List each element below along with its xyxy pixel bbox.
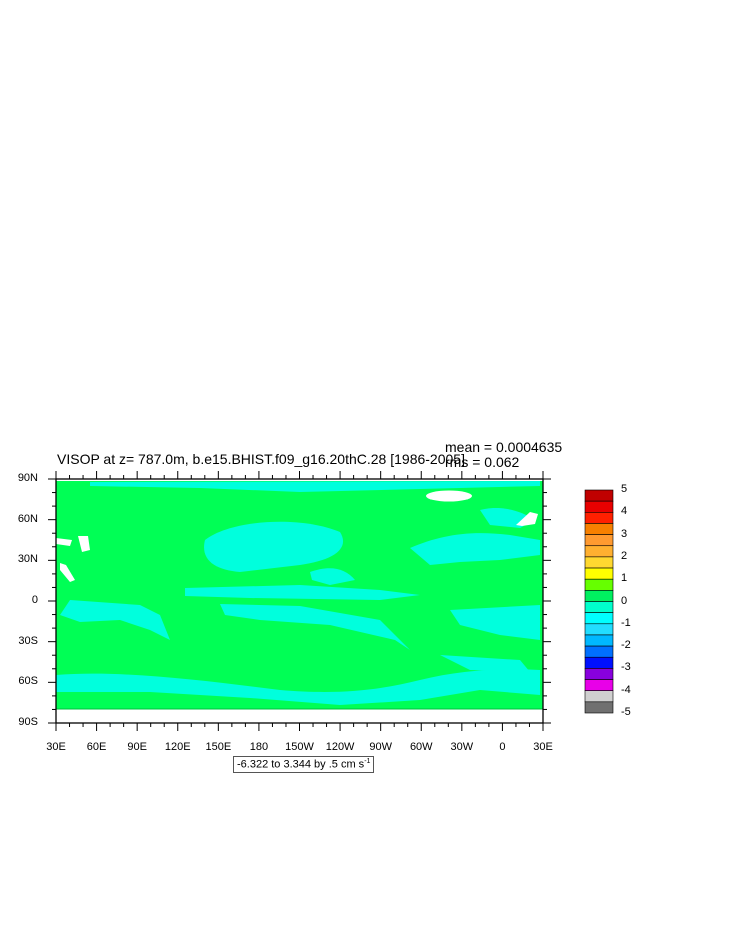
lon-label: 0 [499, 741, 506, 753]
lat-label: 30S [18, 634, 38, 647]
lat-label: 60N [17, 512, 38, 525]
lat-label: 60S [18, 675, 38, 688]
colorbar-box [584, 668, 614, 680]
colorbar-label: 3 [621, 527, 628, 540]
rms-stat: rms = 0.062 [445, 454, 520, 470]
axis-ticks [48, 471, 551, 731]
lon-label: 30E [46, 741, 66, 753]
colorbar-box [584, 645, 614, 658]
colorbar-box [584, 556, 614, 569]
lat-label: 90S [18, 716, 38, 728]
contour-info-text: -6.322 to 3.344 by .5 cm s [237, 758, 365, 771]
colorbar-label: 5 [621, 483, 628, 495]
colorbar-box [584, 534, 614, 547]
lon-label: 150E [205, 741, 232, 753]
colorbar-label: 2 [621, 549, 628, 562]
lon-label: 180 [249, 741, 269, 753]
colorbar-box [584, 612, 614, 625]
colorbar-box [584, 500, 614, 513]
colorbar-box [584, 523, 614, 535]
colorbar-box [584, 601, 614, 613]
colorbar-box [584, 567, 614, 580]
lon-label: 30E [533, 741, 553, 753]
lon-label: 90W [369, 741, 392, 753]
lat-label: 90N [17, 472, 38, 484]
contour-info-box: -6.322 to 3.344 by .5 cm s-1 [233, 756, 375, 773]
missing-regions [56, 490, 543, 723]
lon-label: 90E [127, 741, 147, 753]
colorbar-label: -4 [621, 683, 631, 696]
unit-exponent: -1 [364, 758, 371, 765]
colorbar-label: -1 [621, 616, 631, 629]
mean-stat: mean = 0.0004635 [445, 439, 563, 455]
colorbar-label: 1 [621, 572, 628, 585]
colorbar [584, 489, 614, 714]
lat-label: 0 [31, 594, 38, 606]
colorbar-box [584, 623, 614, 636]
colorbar-box [584, 690, 614, 703]
field-fill [56, 481, 543, 723]
colorbar-label: -3 [621, 661, 631, 674]
colorbar-box [584, 590, 614, 602]
colorbar-box [584, 489, 614, 502]
colorbar-box [584, 511, 614, 524]
colorbar-label: -2 [621, 639, 631, 652]
negative-regions [56, 481, 540, 705]
colorbar-label: 0 [621, 594, 628, 607]
lon-label: 120E [164, 741, 191, 753]
colorbar-box [584, 578, 614, 591]
colorbar-box [584, 656, 614, 669]
lat-label: 30N [17, 553, 38, 566]
colorbar-box [584, 701, 614, 714]
colorbar-label: -5 [621, 706, 631, 718]
plot-title: VISOP at z= 787.0m, b.e15.BHIST.f09_g16.… [57, 451, 465, 467]
lon-label: 30W [450, 741, 474, 753]
colorbar-box [584, 545, 614, 558]
lon-label: 60E [86, 741, 107, 753]
lon-label: 60W [409, 741, 433, 753]
lon-label: 120W [325, 741, 355, 753]
colorbar-label: 4 [621, 505, 628, 518]
colorbar-box [584, 679, 614, 691]
lon-label: 150W [285, 741, 314, 753]
colorbar-box [584, 634, 614, 647]
